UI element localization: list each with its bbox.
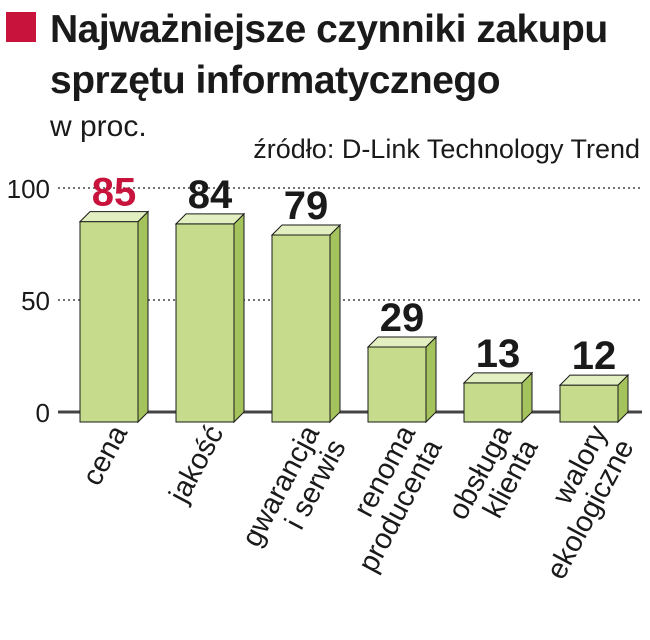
- bar-side: [137, 210, 149, 424]
- bar-value-label: 79: [284, 184, 329, 228]
- chart-subtitle: w proc.: [50, 110, 147, 143]
- bar-value-label: 29: [380, 296, 425, 340]
- bar-side: [425, 335, 437, 424]
- bar-top: [174, 213, 246, 225]
- chart-title: Najważniejsze czynniki zakupu sprzętu in…: [50, 8, 608, 102]
- category-label: jakość: [163, 420, 230, 508]
- bar-value-label: 84: [188, 173, 233, 217]
- category-label-line: cena: [76, 419, 134, 490]
- bar-front: [463, 382, 523, 423]
- y-tick-label: 50: [21, 286, 50, 316]
- bar: [78, 210, 150, 424]
- bar-front: [271, 234, 331, 423]
- bar-top: [270, 224, 342, 236]
- bar-value-label: 13: [476, 332, 521, 376]
- bar-front: [175, 223, 235, 423]
- bar-side: [233, 212, 245, 424]
- bar-value-label: 85: [92, 171, 137, 215]
- bar-front: [559, 384, 619, 423]
- bar-top: [462, 372, 534, 384]
- bar-front: [367, 346, 427, 423]
- category-label: obsługaklienta: [442, 419, 545, 539]
- bar-value-label: 12: [572, 334, 617, 378]
- category-label: cena: [76, 419, 134, 490]
- category-label: gwarancjai serwis: [236, 419, 353, 566]
- bar-front: [79, 221, 139, 423]
- bar: [270, 223, 342, 424]
- bar-top: [558, 374, 630, 386]
- y-tick-label: 100: [7, 174, 50, 204]
- bar: [558, 373, 630, 424]
- bar: [366, 335, 438, 424]
- category-label: renomaproducenta: [326, 419, 449, 577]
- bar: [462, 371, 534, 424]
- chart-source: źródło: D-Link Technology Trend: [253, 134, 640, 164]
- category-label-line: jakość: [163, 420, 230, 508]
- bar-top: [366, 336, 438, 348]
- bar-side: [329, 223, 341, 424]
- y-tick-label: 0: [36, 398, 50, 428]
- title-marker-icon: [6, 12, 36, 42]
- bar-top: [78, 211, 150, 223]
- bar: [174, 212, 246, 424]
